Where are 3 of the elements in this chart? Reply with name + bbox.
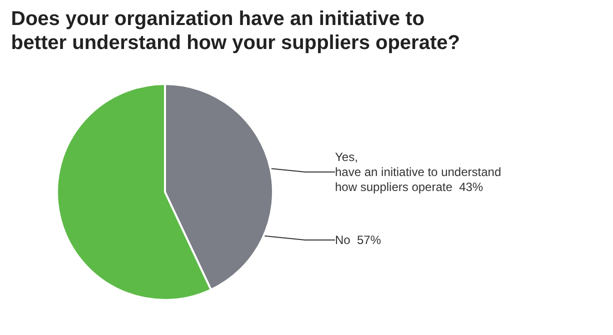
chart-title: Does your organization have an initiative to better understand how your suppliers operate? [11, 8, 460, 54]
slice-label: No 57% [335, 233, 382, 247]
slice-label: Yes, have an initiative to understand how suppliers operate 43% [335, 150, 502, 194]
